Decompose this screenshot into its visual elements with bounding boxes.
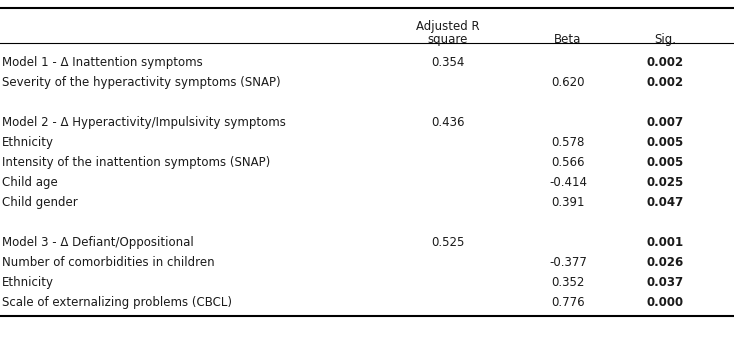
Text: 0.001: 0.001	[647, 236, 683, 249]
Text: 0.007: 0.007	[647, 116, 683, 129]
Text: Model 2 - Δ Hyperactivity/Impulsivity symptoms: Model 2 - Δ Hyperactivity/Impulsivity sy…	[2, 116, 286, 129]
Text: 0.002: 0.002	[647, 76, 683, 89]
Text: 0.025: 0.025	[647, 176, 683, 189]
Text: square: square	[428, 33, 468, 46]
Text: Ethnicity: Ethnicity	[2, 136, 54, 149]
Text: 0.776: 0.776	[551, 296, 585, 309]
Text: Model 3 - Δ Defiant/Oppositional: Model 3 - Δ Defiant/Oppositional	[2, 236, 194, 249]
Text: Child gender: Child gender	[2, 196, 78, 209]
Text: Adjusted R: Adjusted R	[416, 20, 480, 33]
Text: 0.391: 0.391	[551, 196, 585, 209]
Text: 0.000: 0.000	[647, 296, 683, 309]
Text: 0.436: 0.436	[432, 116, 465, 129]
Text: 0.525: 0.525	[432, 236, 465, 249]
Text: Beta: Beta	[554, 33, 581, 46]
Text: 0.354: 0.354	[432, 56, 465, 69]
Text: Severity of the hyperactivity symptoms (SNAP): Severity of the hyperactivity symptoms (…	[2, 76, 280, 89]
Text: 0.620: 0.620	[551, 76, 585, 89]
Text: 0.352: 0.352	[551, 276, 585, 289]
Text: Intensity of the inattention symptoms (SNAP): Intensity of the inattention symptoms (S…	[2, 156, 270, 169]
Text: Model 1 - Δ Inattention symptoms: Model 1 - Δ Inattention symptoms	[2, 56, 203, 69]
Text: 0.002: 0.002	[647, 56, 683, 69]
Text: Child age: Child age	[2, 176, 58, 189]
Text: 0.005: 0.005	[647, 156, 683, 169]
Text: 0.578: 0.578	[551, 136, 585, 149]
Text: 0.047: 0.047	[647, 196, 683, 209]
Text: -0.377: -0.377	[549, 256, 587, 269]
Text: -0.414: -0.414	[549, 176, 587, 189]
Text: 0.005: 0.005	[647, 136, 683, 149]
Text: Ethnicity: Ethnicity	[2, 276, 54, 289]
Text: 0.037: 0.037	[647, 276, 683, 289]
Text: 0.566: 0.566	[551, 156, 585, 169]
Text: Sig.: Sig.	[654, 33, 676, 46]
Text: Scale of externalizing problems (CBCL): Scale of externalizing problems (CBCL)	[2, 296, 232, 309]
Text: Number of comorbidities in children: Number of comorbidities in children	[2, 256, 214, 269]
Text: 0.026: 0.026	[647, 256, 683, 269]
